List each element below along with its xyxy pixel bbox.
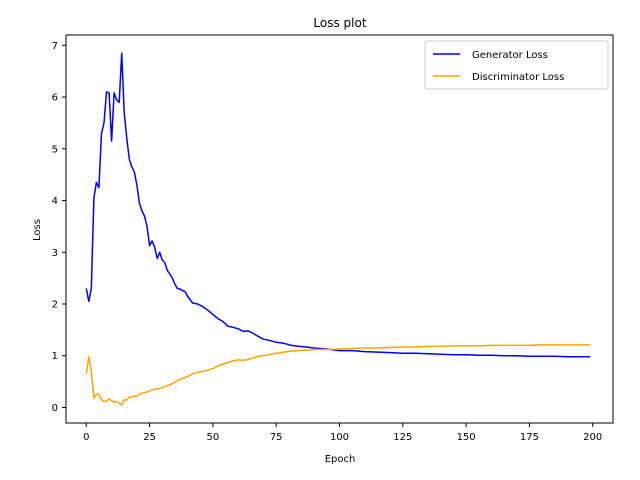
x-axis-title: Epoch [325, 454, 356, 465]
series-line-1 [85, 344, 591, 406]
legend-label-discriminator: Discriminator Loss [472, 72, 564, 83]
x-tick-label: 75 [270, 432, 283, 443]
plot-frame [65, 34, 614, 424]
x-tick-label: 150 [457, 432, 476, 443]
ticks-layer: 0 25 50 75 100 125 150 175 200 0 1 2 3 4 5 6 7 [52, 41, 603, 443]
chart-title: Loss plot [313, 16, 366, 30]
y-tick-label: 1 [52, 351, 58, 362]
legend-label-generator: Generator Loss [472, 50, 548, 61]
x-tick-label: 175 [520, 432, 539, 443]
y-tick-label: 7 [52, 41, 58, 52]
y-tick-label: 6 [52, 93, 58, 104]
x-tick-label: 200 [583, 432, 602, 443]
y-axis-title: Loss [32, 219, 43, 241]
y-tick-label: 2 [52, 300, 58, 311]
x-tick-label: 100 [330, 432, 349, 443]
y-tick-label: 5 [52, 144, 58, 155]
legend-box [424, 40, 609, 90]
y-tick-label: 4 [52, 196, 58, 207]
series-line-0 [85, 52, 591, 358]
legend: Generator Loss Discriminator Loss [424, 40, 609, 90]
x-tick-label: 0 [83, 432, 89, 443]
x-tick-label: 125 [393, 432, 412, 443]
y-tick-label: 3 [52, 248, 58, 259]
series-layer [85, 52, 591, 406]
x-tick-label: 50 [207, 432, 220, 443]
y-tick-label: 0 [52, 403, 58, 414]
x-tick-label: 25 [143, 432, 156, 443]
